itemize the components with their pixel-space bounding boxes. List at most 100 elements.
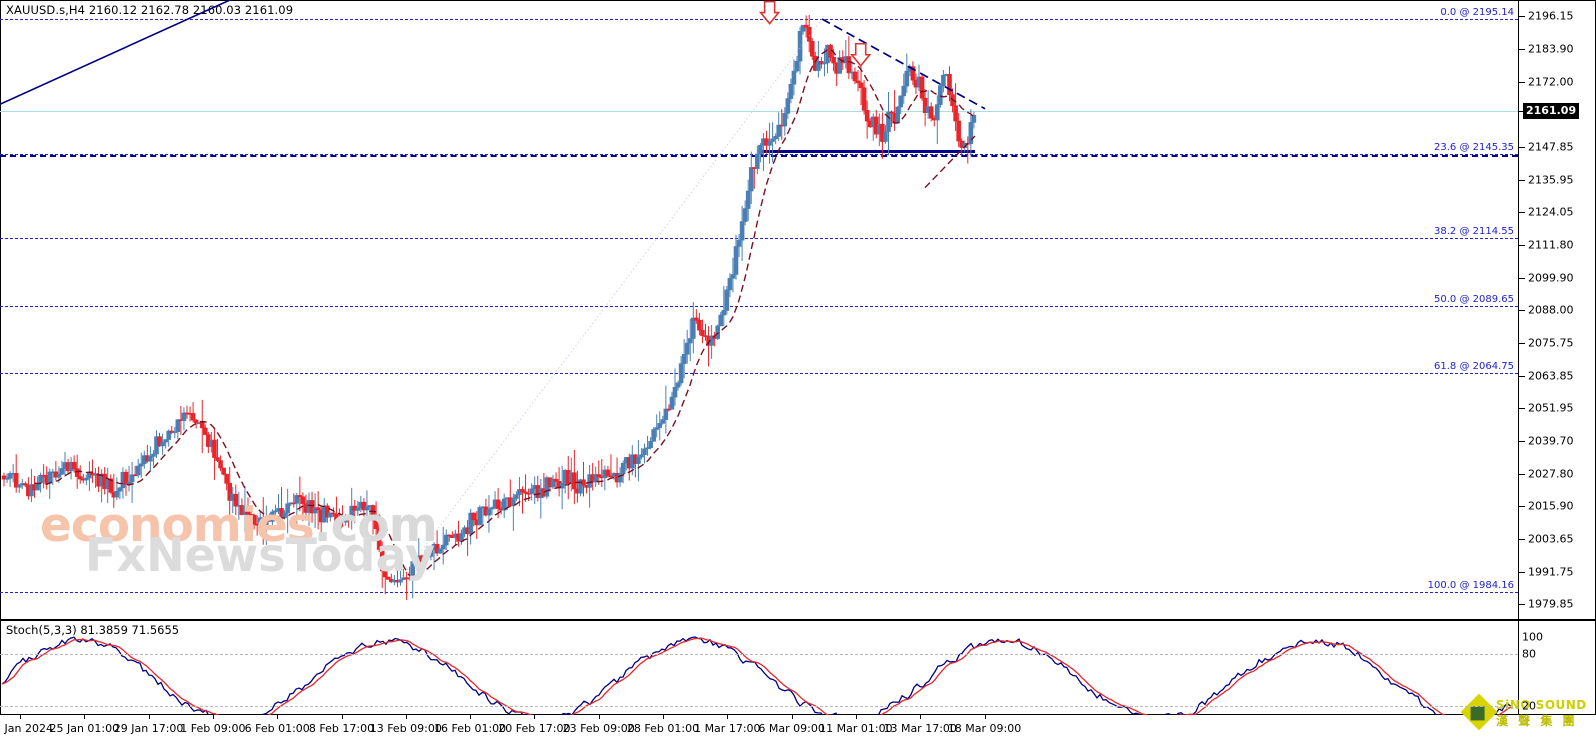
price-axis-tick: [1519, 571, 1525, 573]
price-axis[interactable]: 2196.15 2183.90 2172.00 2161.09 2147.85 2135.…: [1519, 0, 1596, 715]
price-axis-label: 2088.00: [1528, 303, 1574, 317]
date-axis-label: 23 Feb 09:00: [562, 722, 635, 735]
last-price-line: [0, 111, 1518, 113]
date-axis-label: 20 Feb 17:00: [498, 722, 571, 735]
symbol-ohlc-label: XAUUSD.s,H4 2160.12 2162.78 2160.03 2161…: [6, 3, 294, 17]
date-axis-label: 29 Jan 17:00: [113, 722, 184, 735]
stochastic-gridline: [0, 653, 1518, 655]
price-axis-tick: [1519, 15, 1525, 17]
stochastic-level-label: 80: [1522, 647, 1536, 661]
horizontal-dashed-level: [0, 155, 1518, 157]
price-axis-tick: [1519, 473, 1525, 475]
date-axis-tick: [470, 715, 472, 719]
stochastic-level-label: 20: [1522, 699, 1536, 713]
price-axis-label: 2183.90: [1528, 42, 1574, 56]
fibonacci-label: 61.8 @ 2064.75: [1434, 361, 1514, 373]
price-axis-label: 2051.95: [1528, 401, 1574, 415]
price-axis-tick: [1519, 147, 1525, 149]
date-axis-tick: [84, 715, 86, 719]
fibonacci-line: [0, 305, 1518, 307]
date-axis-tick: [727, 715, 729, 719]
fibonacci-label: 100.0 @ 1984.16: [1427, 580, 1514, 592]
price-axis-tick: [1519, 211, 1525, 213]
price-axis-label: 2111.80: [1528, 238, 1574, 252]
price-axis-tick: [1519, 441, 1525, 443]
fibonacci-label: 50.0 @ 2089.65: [1434, 293, 1514, 305]
price-axis-label: 2196.15: [1528, 9, 1574, 23]
date-axis-tick: [341, 715, 343, 719]
price-axis-tick: [1519, 343, 1525, 345]
date-axis-tick: [148, 715, 150, 719]
date-axis-tick: [534, 715, 536, 719]
price-axis-label: 2075.75: [1528, 336, 1574, 350]
price-axis-label: 2124.05: [1528, 205, 1574, 219]
date-axis-label: 6 Mar 09:00: [758, 722, 825, 735]
price-axis-tick: [1519, 277, 1525, 279]
date-axis-label: 1 Mar 17:00: [694, 722, 761, 735]
price-axis-divider: [1518, 0, 1519, 715]
stochastic-gridline: [0, 705, 1518, 707]
price-axis-tick: [1519, 539, 1525, 541]
date-axis-tick: [855, 715, 857, 719]
price-axis-tick: [1519, 111, 1525, 113]
date-axis-tick: [984, 715, 986, 719]
price-axis-tick: [1519, 408, 1525, 410]
watermark-fxnewstoday: FxNewsToday: [85, 528, 436, 582]
date-axis-tick: [212, 715, 214, 719]
price-axis-tick: [1519, 245, 1525, 247]
price-axis-tick: [1519, 49, 1525, 51]
price-axis-label: 1991.75: [1528, 565, 1574, 579]
date-axis-tick: [920, 715, 922, 719]
date-axis-tick: [405, 715, 407, 719]
stochastic-level-label: 100: [1522, 630, 1543, 644]
price-axis-tick: [1519, 506, 1525, 508]
stochastic-panel: [0, 620, 1596, 715]
fibonacci-line: [0, 592, 1518, 594]
price-axis-label: 2135.95: [1528, 173, 1574, 187]
fibonacci-label: 0.0 @ 2195.14: [1440, 6, 1514, 18]
date-axis-label: 18 Mar 09:00: [947, 722, 1022, 735]
last-price-badge: 2161.09: [1523, 103, 1580, 120]
fibonacci-line: [0, 18, 1518, 20]
date-axis-tick: [277, 715, 279, 719]
price-axis-tick: [1519, 375, 1525, 377]
logo-text-chinese: 漢 聲 集 團: [1496, 714, 1578, 728]
fibonacci-line: [0, 373, 1518, 375]
date-axis-label: 8 Feb 17:00: [308, 722, 375, 735]
date-axis-tick: [20, 715, 21, 719]
watermark-economies: economies.com: [40, 498, 438, 553]
price-axis-label: 2099.90: [1528, 271, 1574, 285]
fibonacci-label: 38.2 @ 2114.55: [1434, 225, 1514, 237]
diamond-inner-icon: [1470, 706, 1485, 721]
date-axis-label: 6 Feb 01:00: [244, 722, 310, 735]
support-line: [760, 150, 975, 154]
date-axis-tick: [663, 715, 664, 719]
stochastic-label: Stoch(5,3,3) 81.3859 71.5655: [6, 623, 180, 637]
price-axis-tick: [1519, 604, 1525, 606]
fibonacci-label: 23.6 @ 2145.35: [1434, 142, 1514, 154]
date-axis-label: 13 Feb 09:00: [369, 722, 442, 735]
date-axis-label: 25 Jan 01:00: [49, 722, 120, 735]
date-axis-label: 16 Feb 01:00: [434, 722, 507, 735]
price-axis-label: 2172.00: [1528, 75, 1574, 89]
fibonacci-line: [0, 237, 1518, 239]
price-axis-label: 2147.85: [1528, 140, 1574, 154]
price-axis-label: 2039.70: [1528, 434, 1574, 448]
price-axis-label: 2003.65: [1528, 532, 1574, 546]
price-axis-tick: [1519, 310, 1525, 311]
price-axis-label: 1979.85: [1528, 597, 1574, 611]
date-axis-label: 28 Feb 01:00: [626, 722, 700, 735]
price-axis-label: 2015.90: [1528, 499, 1574, 513]
sino-sound-logo: SiNO SOUND 漢 聲 集 團: [1460, 693, 1591, 731]
price-axis-tick: [1519, 179, 1525, 181]
price-axis-tick: [1519, 81, 1525, 83]
date-axis-tick: [791, 715, 793, 719]
price-axis-label: 2063.85: [1528, 369, 1574, 383]
diamond-icon: [1460, 693, 1498, 731]
logo-text-english: SiNO SOUND: [1496, 698, 1587, 712]
date-axis-label: 22 Jan 2024: [0, 722, 53, 735]
date-axis-label: 1 Feb 09:00: [180, 722, 246, 735]
date-axis-tick: [598, 715, 600, 719]
